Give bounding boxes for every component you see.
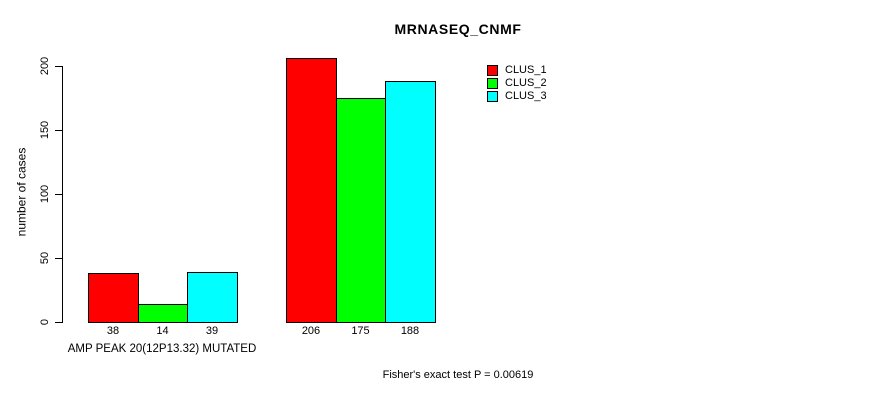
y-tick-label: 150 [38, 120, 51, 140]
bar-value-label: 206 [301, 325, 321, 337]
bar-value-label: 14 [156, 325, 169, 337]
legend-label: CLUS_2 [505, 77, 547, 89]
y-tick-label-wrap: 150 [25, 110, 65, 150]
legend-swatch-clus_1 [487, 65, 498, 76]
y-tick-label: 100 [38, 184, 51, 204]
legend-swatch-clus_3 [487, 91, 498, 102]
y-tick-label: 200 [38, 56, 51, 76]
y-tick-label: 50 [39, 251, 51, 265]
bar-clus_1-group1 [88, 273, 139, 323]
y-tick-label-wrap: 50 [25, 238, 65, 278]
bar-clus_3-group1 [187, 272, 238, 323]
stat-annotation: Fisher's exact test P = 0.00619 [382, 369, 534, 381]
y-tick-100 [55, 193, 62, 195]
x-axis-label-group1: AMP PEAK 20(12P13.32) MUTATED [67, 343, 257, 355]
y-tick-label: 0 [39, 318, 51, 326]
bar-clus_2-group2 [335, 98, 386, 323]
y-axis-line [62, 66, 63, 323]
legend-row-clus_1: CLUS_1 [487, 64, 547, 77]
bar-clus_3-group2 [385, 81, 436, 323]
y-tick-50 [55, 257, 62, 259]
bar-value-label: 38 [106, 325, 120, 337]
chart-title: MRNASEQ_CNMF [394, 21, 522, 37]
bar-value-label: 175 [351, 325, 370, 337]
bar-value-label: 188 [400, 325, 420, 337]
legend-row-clus_2: CLUS_2 [487, 77, 547, 90]
y-tick-label-wrap: 200 [25, 46, 65, 86]
y-tick-label-wrap: 100 [25, 174, 65, 214]
legend: CLUS_1 CLUS_2 CLUS_3 [487, 64, 547, 103]
y-tick-0 [55, 321, 62, 323]
bar-clus_1-group2 [286, 58, 337, 323]
legend-label: CLUS_1 [505, 64, 547, 76]
y-tick-150 [55, 129, 62, 131]
bar-clus_2-group1 [137, 304, 188, 323]
legend-label: CLUS_3 [505, 90, 547, 102]
y-tick-200 [55, 65, 62, 67]
bar-value-label: 39 [205, 325, 219, 337]
y-tick-label-wrap: 0 [25, 302, 65, 342]
legend-row-clus_3: CLUS_3 [487, 90, 547, 103]
legend-swatch-clus_2 [487, 78, 498, 89]
